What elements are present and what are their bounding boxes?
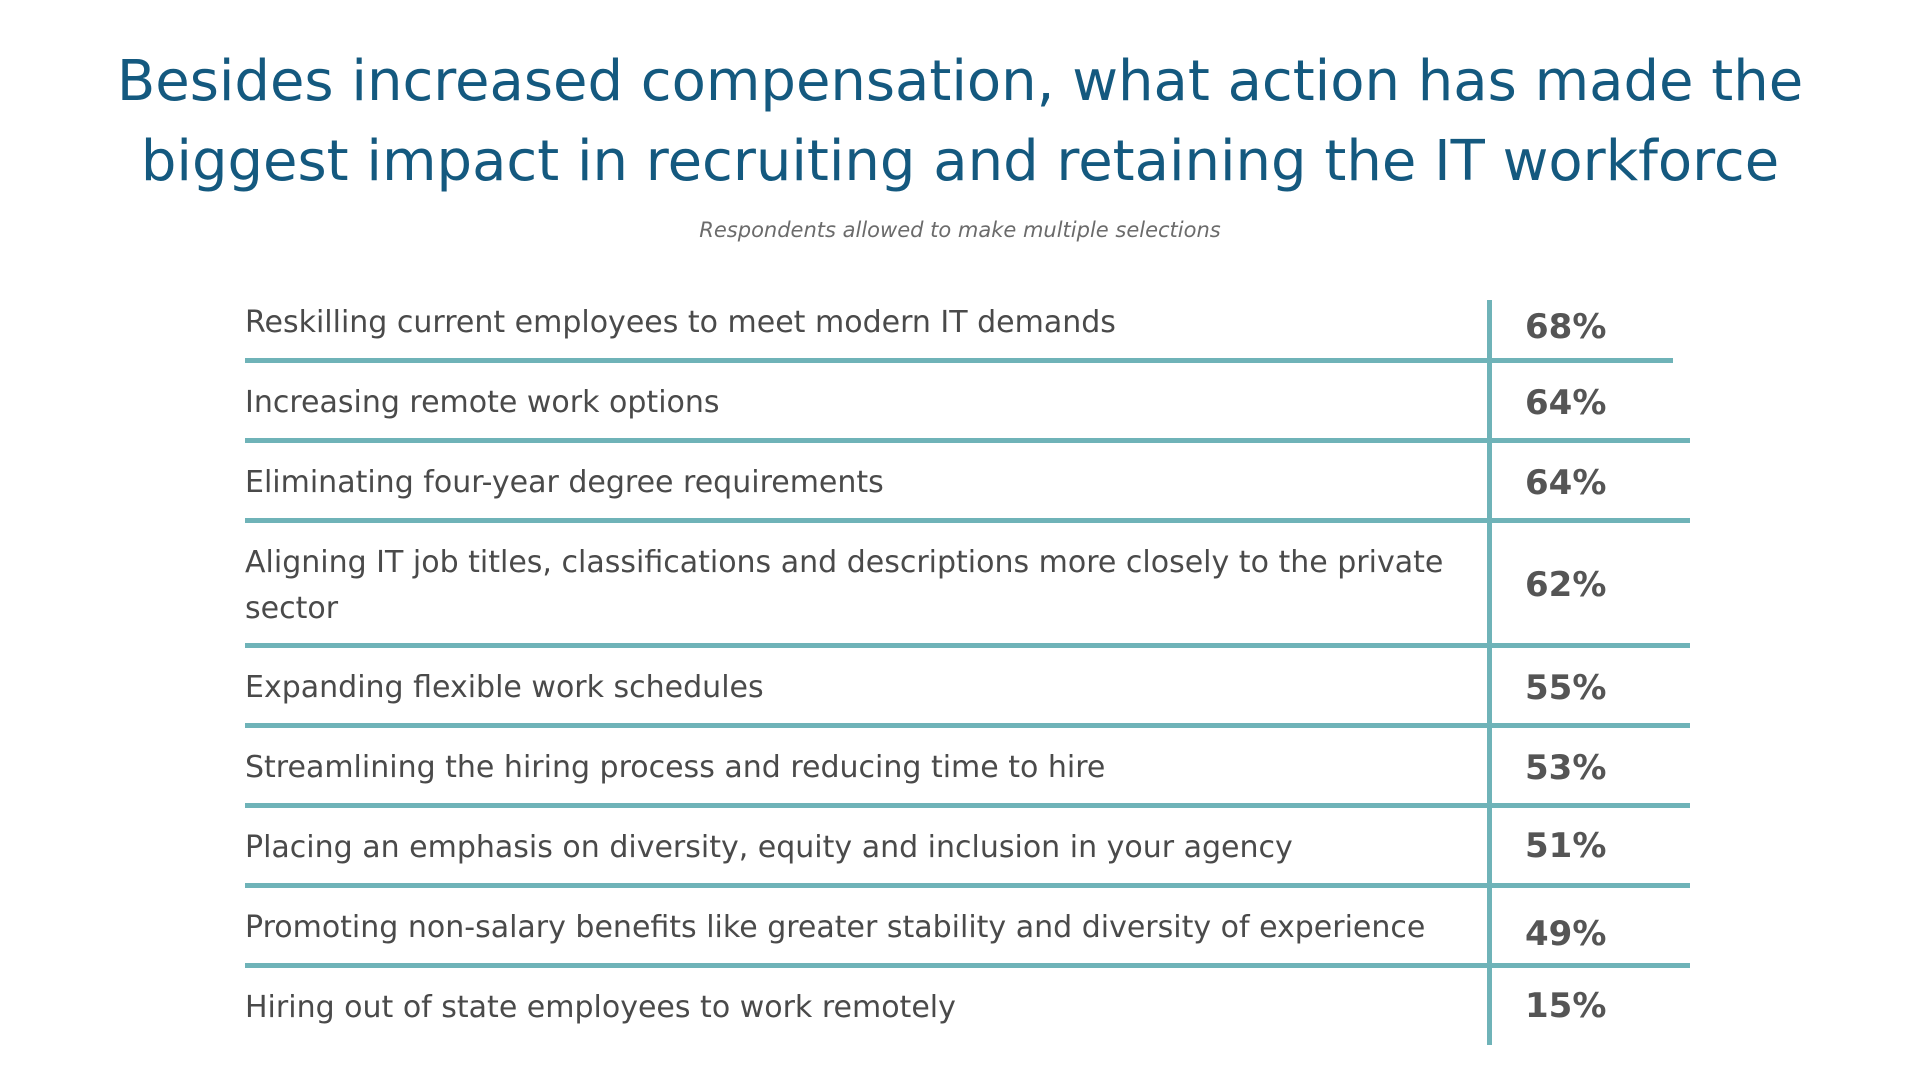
row-label: Placing an emphasis on diversity, equity… <box>245 830 1293 865</box>
row-divider <box>245 883 1690 888</box>
chart-subtitle: Respondents allowed to make multiple sel… <box>699 218 1221 242</box>
row-label: Eliminating four-year degree requirement… <box>245 465 884 500</box>
row-value: 68% <box>1525 307 1607 347</box>
chart-title: Besides increased compensation, what act… <box>0 42 1920 202</box>
row-value: 15% <box>1525 986 1607 1026</box>
chart-title-line-2: biggest impact in recruiting and retaini… <box>140 129 1780 194</box>
row-label: Promoting non-salary benefits like great… <box>245 910 1426 945</box>
row-value: 53% <box>1525 748 1607 788</box>
row-label: Aligning IT job titles, classifications … <box>245 545 1444 626</box>
row-divider <box>245 438 1690 443</box>
column-separator <box>1487 300 1492 1045</box>
row-value: 64% <box>1525 463 1607 503</box>
row-value: 51% <box>1525 826 1607 866</box>
row-value: 64% <box>1525 383 1607 423</box>
row-value: 55% <box>1525 668 1607 708</box>
row-divider <box>245 358 1673 363</box>
row-divider <box>245 803 1690 808</box>
chart-title-line-1: Besides increased compensation, what act… <box>116 49 1804 114</box>
row-label: Hiring out of state employees to work re… <box>245 990 956 1025</box>
row-value: 62% <box>1525 565 1607 605</box>
row-value: 49% <box>1525 914 1607 954</box>
row-divider <box>245 963 1690 968</box>
row-divider <box>245 723 1690 728</box>
results-table: Reskilling current employees to meet mod… <box>245 300 1690 1045</box>
row-label: Streamlining the hiring process and redu… <box>245 750 1106 785</box>
row-label: Reskilling current employees to meet mod… <box>245 305 1116 340</box>
row-divider <box>245 518 1690 523</box>
row-label: Expanding flexible work schedules <box>245 670 764 705</box>
row-divider <box>245 643 1690 648</box>
row-label: Increasing remote work options <box>245 385 720 420</box>
